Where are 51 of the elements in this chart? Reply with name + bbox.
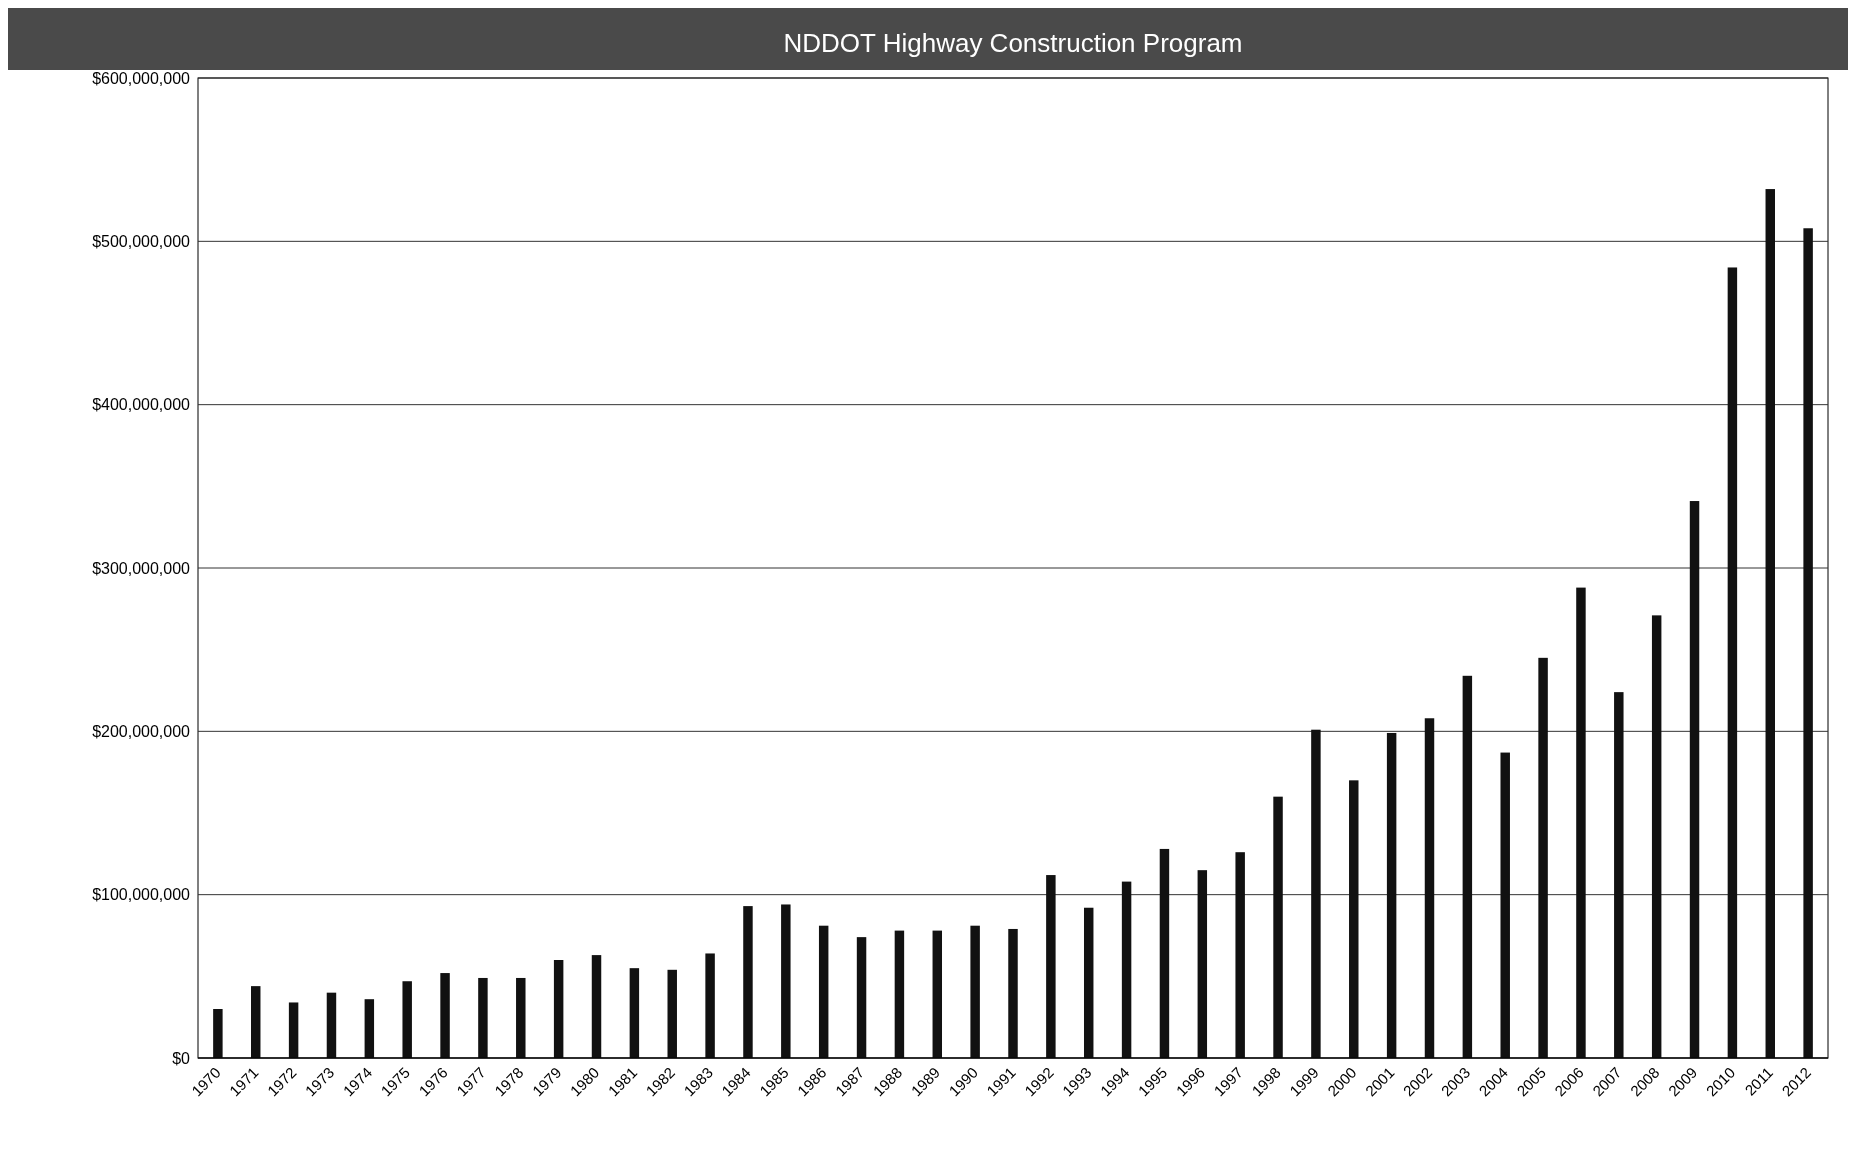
bar [1614, 692, 1624, 1058]
bar [402, 981, 412, 1058]
bar [1689, 501, 1700, 1058]
bar [932, 930, 943, 1058]
bar [440, 973, 450, 1058]
y-tick-label: $600,000,000 [92, 69, 191, 87]
bar [1765, 189, 1775, 1058]
bar [1424, 718, 1435, 1058]
bar [1159, 848, 1170, 1058]
y-tick-label: $200,000,000 [92, 722, 191, 740]
bar [364, 999, 375, 1058]
bar [1046, 875, 1056, 1058]
bar [1008, 928, 1018, 1058]
bar [251, 986, 261, 1058]
bar [1235, 852, 1245, 1058]
bar [856, 937, 867, 1058]
bar [1538, 657, 1548, 1058]
bar [1121, 881, 1132, 1058]
bar [591, 955, 602, 1058]
bar [894, 930, 905, 1058]
bar [667, 969, 677, 1058]
bar [743, 906, 753, 1058]
bar [1273, 796, 1283, 1058]
y-tick-label: $100,000,000 [92, 886, 191, 904]
bar [326, 992, 337, 1058]
bar [478, 977, 488, 1058]
bar [553, 960, 564, 1058]
y-tick-label: $0 [172, 1049, 191, 1067]
bar [516, 977, 526, 1058]
bar [1197, 870, 1208, 1058]
bar [1727, 267, 1738, 1058]
bar [1500, 752, 1510, 1058]
bar [1803, 228, 1813, 1058]
y-tick-label: $500,000,000 [92, 232, 191, 250]
bar [1083, 907, 1094, 1058]
y-tick-label: $400,000,000 [92, 396, 191, 414]
bar [970, 925, 980, 1058]
bar [1349, 780, 1359, 1058]
bar [1462, 675, 1473, 1058]
y-tick-label: $300,000,000 [92, 559, 191, 577]
bar [1651, 615, 1662, 1058]
bar [629, 968, 640, 1058]
bar [213, 1009, 223, 1058]
bar [1311, 729, 1321, 1058]
bar [705, 953, 715, 1058]
bar [781, 904, 791, 1058]
bar [288, 1002, 299, 1058]
bar [1576, 587, 1586, 1058]
bar [818, 925, 829, 1058]
bar [1386, 732, 1397, 1058]
chart-title: NDDOT Highway Construction Program [783, 28, 1243, 58]
